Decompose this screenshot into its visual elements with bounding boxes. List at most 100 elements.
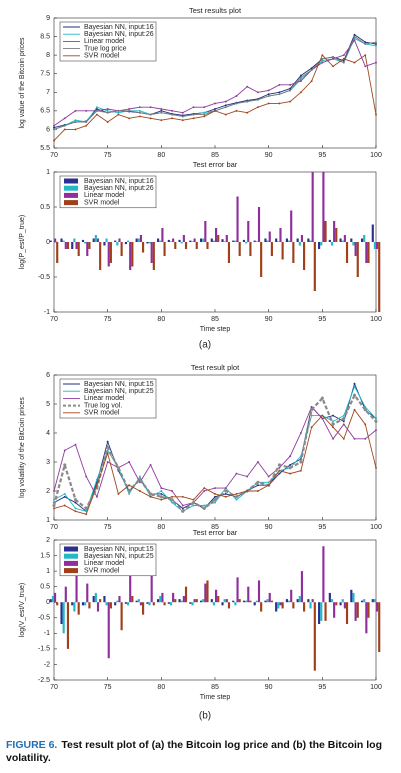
bar (249, 242, 252, 256)
bar (333, 221, 336, 242)
y-tick-label: 1 (46, 568, 50, 575)
bar (163, 242, 166, 256)
bar (60, 238, 63, 242)
y-tick-label: -1 (44, 630, 50, 637)
y-tick-label: 2 (46, 488, 50, 495)
bar (234, 240, 237, 242)
bar (255, 600, 258, 603)
bar (139, 235, 143, 242)
bar (268, 231, 271, 242)
bar (107, 242, 110, 267)
bar (330, 599, 334, 603)
bar (281, 242, 284, 260)
bar (152, 602, 155, 606)
bar (296, 599, 299, 603)
legend-swatch (64, 553, 78, 559)
y-tick-label: 5 (46, 401, 50, 408)
bar (184, 242, 188, 249)
y-tick-label: 5.5 (40, 145, 50, 152)
bar (178, 599, 181, 603)
y-tick-label: -0.5 (38, 274, 50, 281)
legend-label: Bayesian NN, input:15 (84, 381, 154, 388)
bar (75, 242, 78, 249)
bar (66, 602, 70, 649)
bar (169, 602, 173, 606)
bar (114, 602, 117, 606)
bar (227, 602, 231, 609)
bar (96, 602, 100, 612)
bar (350, 238, 353, 242)
x-tick-label: 80 (157, 316, 165, 323)
bar (363, 235, 366, 242)
bar (182, 596, 185, 603)
legend-label: Bayesian NN, input:25 (84, 388, 154, 395)
bar (311, 599, 314, 603)
y-tick-label: -2 (44, 661, 50, 668)
bar (159, 240, 162, 242)
bar (73, 238, 76, 242)
bar (247, 586, 250, 603)
bar (118, 238, 121, 242)
y-tick-label: -1 (44, 309, 50, 316)
bar (77, 602, 80, 615)
bar (174, 599, 177, 603)
bar (150, 242, 153, 263)
bar (376, 242, 379, 249)
bar (124, 602, 127, 604)
bar (105, 602, 108, 606)
bar (328, 592, 331, 603)
y-tick-label: 2 (46, 537, 50, 544)
y-tick-label: -1.5 (38, 646, 50, 653)
bar (221, 239, 224, 242)
bar (232, 600, 235, 603)
panel-label: (b) (199, 711, 211, 722)
bar (367, 602, 370, 618)
bar (172, 592, 175, 603)
caption-text: Test result plot of (a) the Bitcoin log … (6, 739, 382, 764)
x-axis-label: Time step (200, 694, 231, 701)
bar (341, 240, 344, 242)
caption-label: FIGURE 6. (6, 739, 58, 751)
bar (99, 242, 102, 270)
bar (96, 238, 100, 242)
bar (189, 602, 192, 604)
bar (221, 602, 224, 606)
bar (202, 238, 205, 242)
bar (318, 242, 321, 249)
legend-label: Linear model (84, 38, 125, 45)
bar (71, 242, 74, 249)
legend-swatch (64, 178, 78, 184)
bar (236, 577, 239, 603)
x-tick-label: 100 (370, 152, 382, 159)
legend-swatch (64, 192, 78, 198)
bar (242, 239, 246, 242)
bar (270, 242, 273, 256)
bar (73, 602, 76, 612)
bar (320, 602, 323, 621)
bar (290, 210, 293, 242)
bar (81, 239, 85, 242)
legend-label: Bayesian NN, input:26 (84, 31, 154, 38)
x-tick-label: 95 (318, 684, 326, 691)
bar (109, 602, 112, 609)
bar (303, 602, 306, 612)
bar (354, 242, 357, 256)
bar (212, 602, 215, 606)
bar (285, 238, 288, 242)
bar (172, 238, 175, 242)
bar (86, 242, 89, 256)
bar (343, 602, 346, 609)
bar (202, 599, 205, 603)
series-line (53, 54, 377, 142)
bar (365, 602, 368, 634)
x-tick-label: 90 (265, 316, 273, 323)
bar (360, 238, 364, 242)
bar (212, 240, 215, 242)
bar (266, 599, 269, 603)
y-axis-label: log(P_est/P_true) (19, 215, 26, 269)
legend-label: SVR model (84, 410, 120, 417)
bar (199, 238, 203, 242)
bar (131, 242, 134, 267)
bar (367, 242, 370, 263)
legend-label: Linear model (84, 560, 125, 567)
